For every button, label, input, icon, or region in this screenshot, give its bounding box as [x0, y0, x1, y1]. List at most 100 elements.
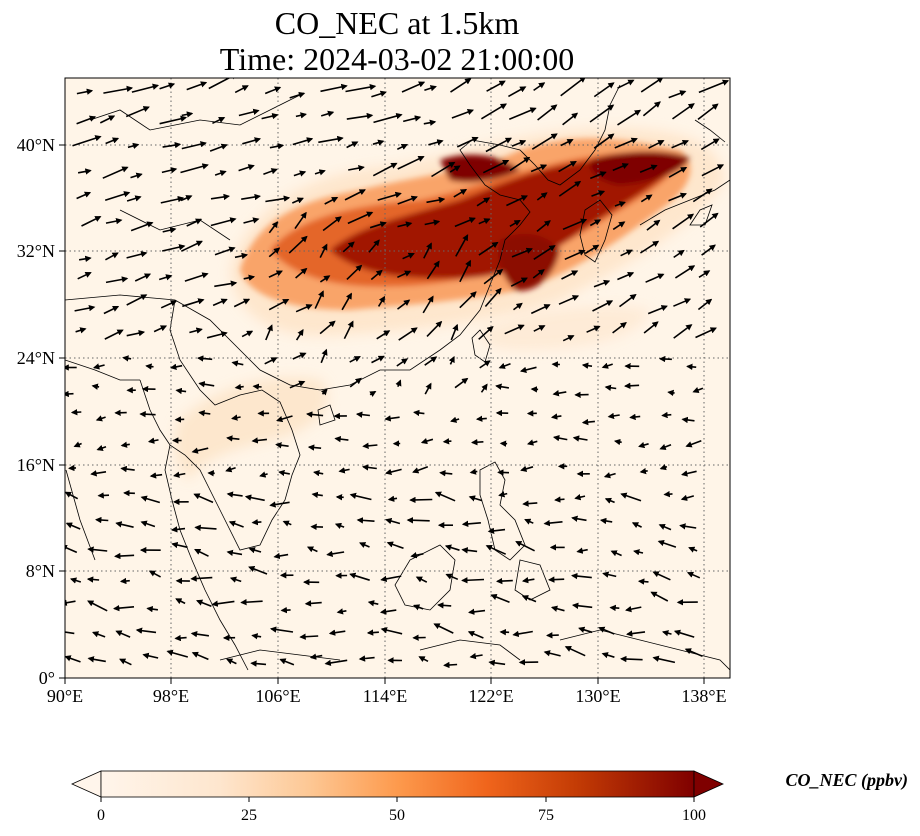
wind-arrow: [234, 85, 249, 94]
wind-arrow: [214, 246, 236, 256]
wind-arrow: [626, 630, 646, 637]
wind-arrow: [160, 195, 185, 204]
wind-arrow: [261, 112, 279, 120]
wind-arrow: [480, 103, 507, 120]
wind-arrow: [550, 413, 562, 420]
wind-arrow: [511, 139, 527, 147]
wind-arrow: [562, 335, 575, 342]
wind-arrow: [90, 470, 107, 477]
wind-arrow: [212, 116, 226, 125]
wind-arrow: [617, 109, 642, 126]
wind-arrow: [238, 164, 255, 172]
wind-arrow: [65, 522, 81, 530]
wind-arrow: [191, 651, 209, 661]
wind-arrow: [532, 269, 545, 279]
wind-arrow: [175, 598, 186, 605]
wind-arrow: [314, 169, 326, 176]
wind-arrow: [603, 472, 616, 479]
lon-tick-label: 130°E: [575, 686, 620, 706]
wind-arrow: [193, 493, 214, 504]
map-title-line2: Time: 2024-03-02 21:00:00: [220, 41, 574, 77]
wind-arrow: [384, 415, 400, 422]
wind-arrow: [140, 520, 156, 528]
wind-arrow: [348, 164, 365, 172]
wind-arrow: [589, 104, 615, 123]
colorbar-tick-label: 75: [538, 807, 554, 824]
wind-arrow: [478, 325, 494, 340]
wind-arrow: [572, 435, 588, 442]
wind-arrow: [299, 633, 319, 640]
wind-arrow: [171, 541, 188, 549]
wind-arrow: [186, 218, 203, 227]
wind-arrow: [701, 244, 716, 256]
wind-arrow: [454, 217, 476, 228]
wind-arrow: [397, 221, 413, 228]
wind-arrow: [153, 325, 168, 333]
wind-arrow: [431, 161, 456, 178]
wind-arrow: [471, 438, 484, 446]
wind-arrow: [279, 658, 295, 666]
wind-arrow: [355, 411, 370, 418]
wind-arrow: [251, 437, 267, 444]
wind-arrow: [673, 298, 692, 307]
wind-arrow: [268, 270, 283, 278]
wind-arrow: [590, 171, 607, 180]
wind-arrow: [468, 495, 483, 502]
wind-arrow: [377, 191, 402, 201]
wind-arrow: [397, 299, 411, 310]
wind-arrow: [212, 298, 228, 307]
wind-arrow: [450, 78, 472, 93]
wind-arrow: [495, 577, 513, 585]
wind-arrow: [126, 330, 146, 337]
wind-arrow: [612, 163, 629, 172]
wind-arrow: [512, 630, 533, 638]
wind-arrow: [663, 490, 673, 498]
wind-arrow: [681, 416, 695, 424]
wind-arrow: [475, 415, 487, 422]
wind-arrow: [455, 234, 469, 257]
colorbar-tick-label: 25: [241, 807, 257, 824]
wind-arrow: [521, 577, 535, 584]
wind-arrow: [194, 548, 209, 557]
wind-arrow: [698, 79, 730, 94]
wind-arrow: [76, 88, 94, 95]
lat-tick-label: 32°N: [17, 241, 55, 261]
wind-arrow: [522, 500, 538, 507]
wind-arrow: [610, 550, 622, 557]
wind-arrow: [658, 355, 672, 363]
wind-arrow: [613, 438, 622, 446]
wind-arrow: [196, 599, 212, 608]
wind-arrow: [598, 626, 615, 635]
wind-arrow: [104, 191, 131, 202]
latitude-axis: 0° 8°N 16°N 24°N 32°N 40°N: [17, 135, 65, 688]
wind-arrow: [659, 443, 672, 450]
wind-arrow: [269, 501, 290, 508]
wind-arrow: [140, 495, 161, 504]
wind-arrow: [668, 166, 688, 178]
wind-arrow: [647, 305, 668, 315]
wind-arrow: [269, 626, 294, 633]
wind-arrow: [126, 251, 148, 259]
wind-arrow: [126, 294, 148, 306]
wind-arrow: [524, 518, 534, 525]
wind-arrow: [601, 362, 613, 369]
wind-arrow: [454, 377, 469, 389]
wind-arrow: [210, 217, 237, 227]
wind-arrow: [469, 652, 483, 660]
wind-arrow: [424, 356, 438, 366]
wind-arrow: [637, 578, 649, 585]
wind-arrow: [214, 170, 227, 177]
wind-arrow: [639, 164, 658, 174]
wind-arrow: [70, 409, 82, 416]
wind-arrow: [599, 517, 613, 525]
wind-arrow: [537, 104, 558, 121]
wind-arrow: [289, 380, 306, 389]
wind-arrow: [633, 549, 644, 556]
wind-arrow: [320, 110, 335, 117]
wind-arrow: [190, 575, 213, 582]
wind-arrow: [265, 195, 291, 203]
wind-arrow: [498, 362, 511, 369]
wind-arrow: [614, 201, 626, 208]
wind-arrow: [78, 255, 92, 263]
wind-arrow: [699, 212, 719, 228]
